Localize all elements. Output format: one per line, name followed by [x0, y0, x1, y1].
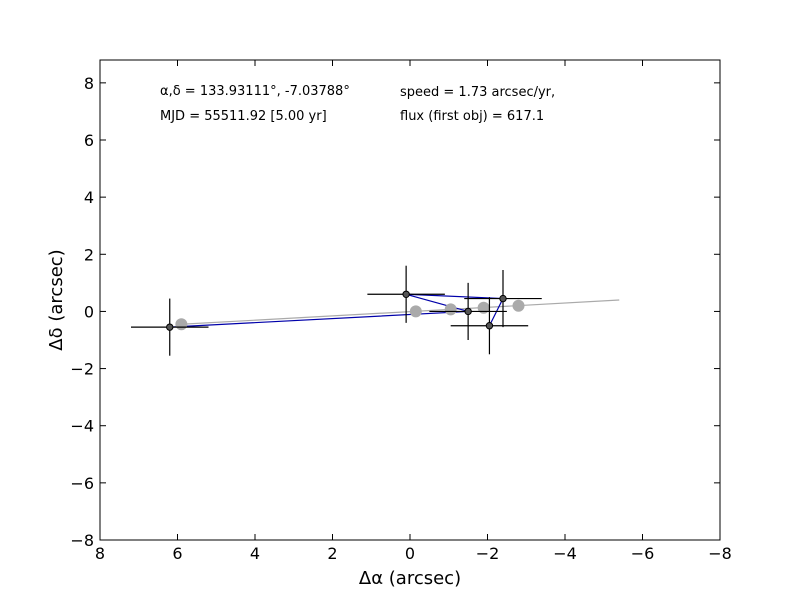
annotation-radec: α,δ = 133.93111°, -7.03788° — [160, 84, 350, 99]
model-line — [181, 299, 620, 325]
x-tick-label: 0 — [405, 544, 415, 563]
observed-point — [499, 294, 507, 303]
x-tick-label: 6 — [172, 544, 182, 563]
y-tick-label: 6 — [84, 131, 94, 150]
plot-frame — [99, 59, 721, 541]
annotation-speed: speed = 1.73 arcsec/yr, — [400, 85, 555, 100]
y-axis-label: Δδ (arcsec) — [46, 249, 67, 350]
x-tick-label: 4 — [250, 544, 260, 563]
y-tick-label: 8 — [84, 74, 94, 93]
marks-layer — [131, 265, 620, 356]
model-point — [444, 303, 457, 316]
x-axis-label: Δα (arcsec) — [359, 568, 461, 589]
y-tick-label: 4 — [84, 188, 94, 207]
x-tick-label: 8 — [95, 544, 105, 563]
observed-point — [402, 290, 410, 298]
y-tick-label: −6 — [70, 474, 94, 493]
x-tick-label: 2 — [327, 544, 337, 563]
x-tick-label: −4 — [553, 544, 577, 563]
x-tick-label: −2 — [476, 544, 500, 563]
y-tick-label: 0 — [84, 302, 94, 321]
model-point — [512, 299, 525, 312]
y-tick-label: −8 — [70, 531, 94, 550]
observed-point — [485, 322, 494, 330]
observed-point — [464, 307, 472, 316]
x-tick-label: −6 — [631, 544, 655, 563]
model-point — [409, 305, 422, 318]
y-tick-label: −2 — [70, 360, 94, 379]
annotation-flux: flux (first obj) = 617.1 — [400, 109, 544, 124]
observed-point — [166, 323, 174, 331]
y-tick-label: −4 — [70, 417, 94, 436]
y-tick-label: 2 — [84, 245, 94, 264]
annotation-mjd: MJD = 55511.92 [5.00 yr] — [160, 109, 327, 124]
x-tick-label: −8 — [708, 544, 732, 563]
model-point — [175, 318, 188, 331]
